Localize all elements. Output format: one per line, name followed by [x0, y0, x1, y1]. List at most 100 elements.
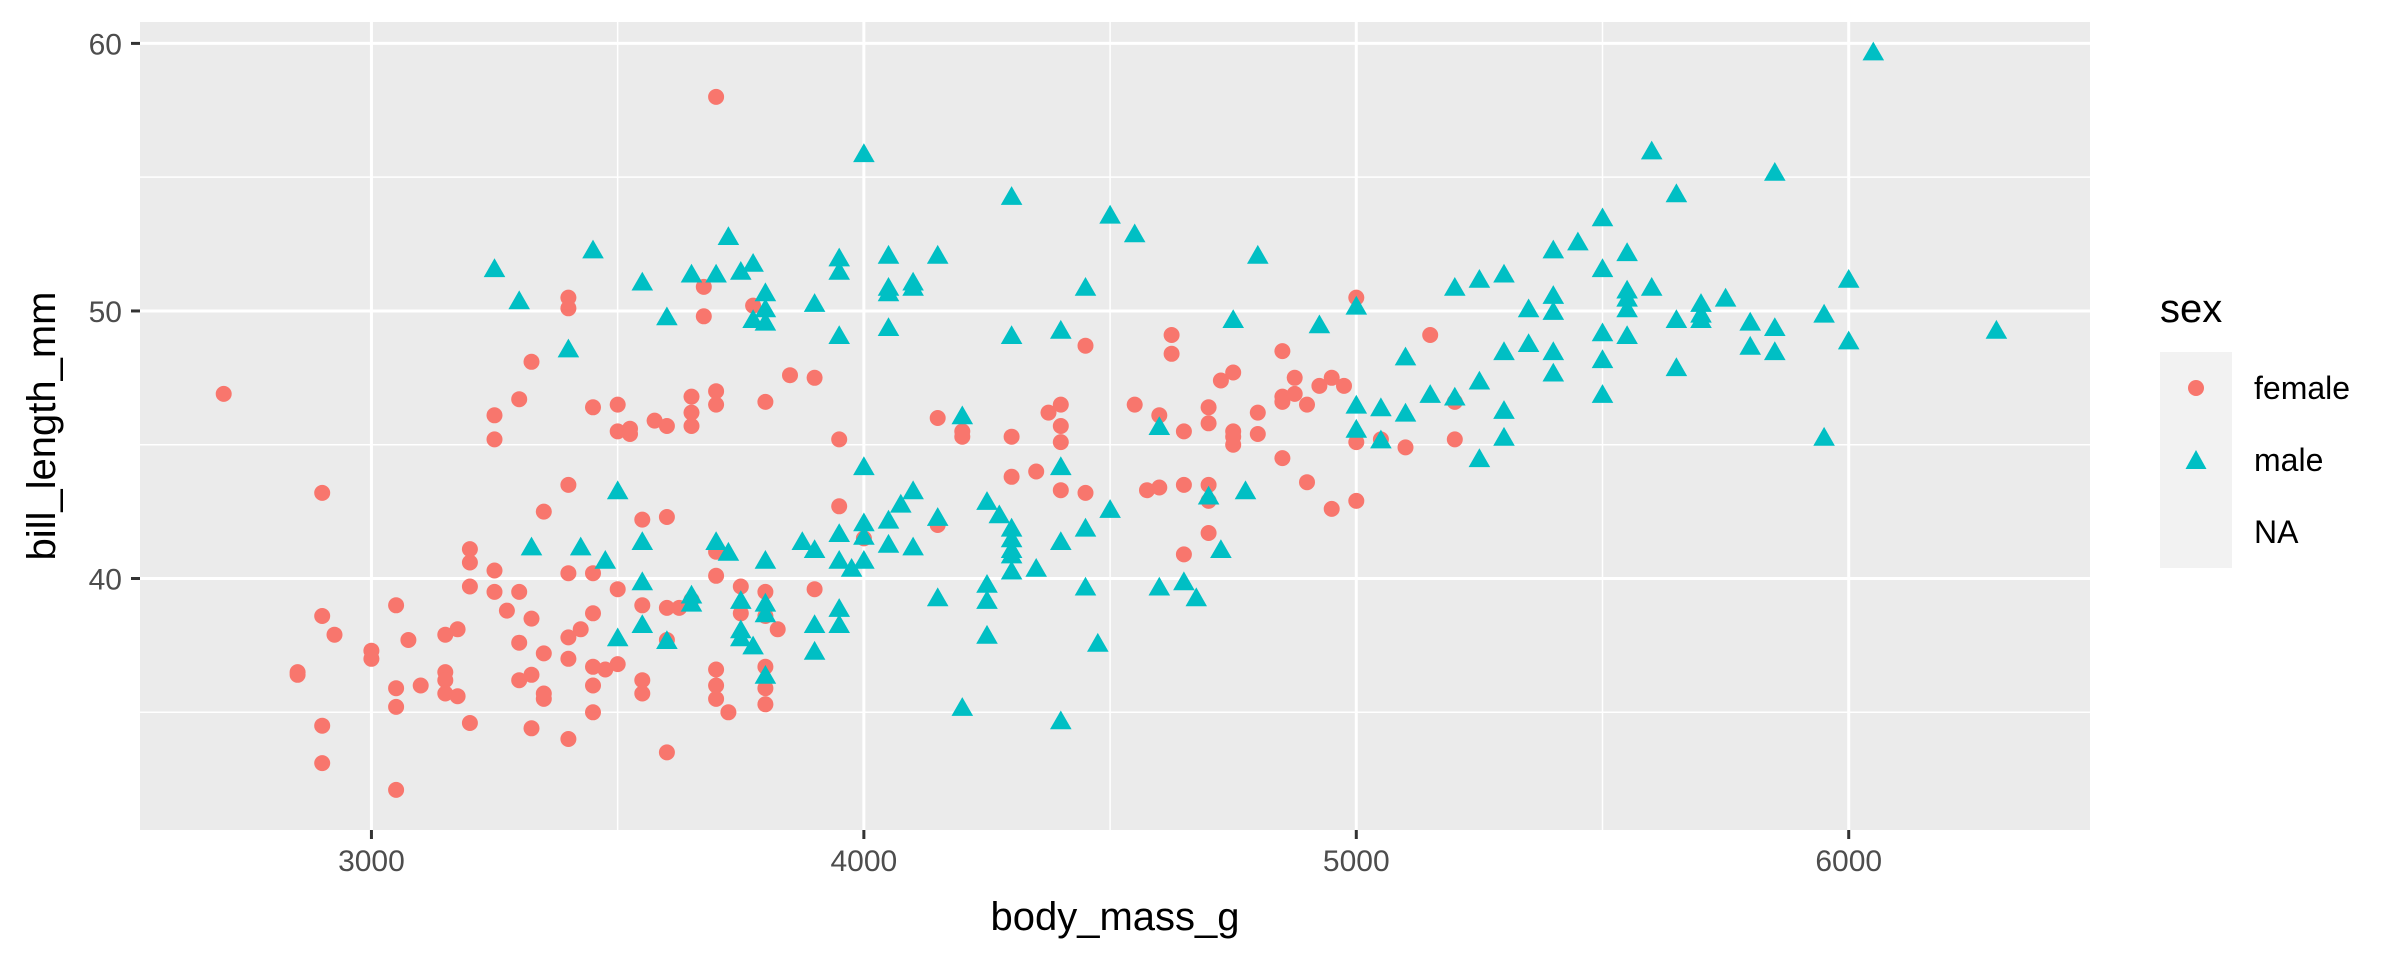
male-point: [1148, 576, 1171, 596]
male-point: [1542, 239, 1565, 259]
male-point: [828, 614, 850, 633]
female-point: [708, 567, 725, 584]
female-point: [449, 621, 466, 638]
male-point: [594, 550, 617, 569]
male-point: [705, 263, 727, 283]
female-point: [695, 278, 712, 295]
male-point: [1542, 285, 1565, 304]
female-point: [1003, 468, 1020, 485]
male-point: [1813, 303, 1835, 323]
female-point: [597, 661, 614, 678]
male-point: [840, 558, 863, 577]
female-point: [769, 621, 786, 638]
female-point: [806, 581, 823, 598]
male-point: [754, 298, 777, 318]
female-point: [732, 605, 749, 622]
male-point: [877, 509, 900, 529]
male-point: [1148, 416, 1171, 435]
female-point: [449, 688, 466, 705]
female-point: [1163, 327, 1180, 343]
male-point: [631, 531, 654, 550]
male-point: [1517, 333, 1540, 352]
y-tick-label: 50: [89, 296, 122, 329]
y-axis-title: bill_length_mm: [20, 291, 64, 560]
female-point: [1286, 369, 1303, 386]
female-point: [609, 396, 626, 413]
male-point: [1050, 710, 1072, 730]
male-point: [853, 143, 875, 163]
male-point: [730, 590, 752, 609]
x-tick-label: 5000: [1323, 845, 1390, 878]
female-point: [757, 680, 774, 697]
female-point: [523, 610, 540, 627]
legend-label-na: NA: [2254, 514, 2299, 550]
legend-title: sex: [2160, 287, 2222, 331]
female-point: [388, 781, 405, 798]
female-point: [1077, 484, 1094, 501]
male-point: [1444, 386, 1466, 406]
male-point: [1000, 517, 1023, 537]
male-point: [606, 627, 629, 647]
male-point: [1591, 349, 1614, 369]
male-point: [1739, 311, 1761, 331]
male-point: [1000, 544, 1023, 564]
female-point: [461, 715, 478, 731]
male-point: [1000, 560, 1023, 580]
female-point: [1212, 372, 1229, 389]
male-point: [1123, 223, 1146, 243]
female-point: [757, 393, 774, 410]
male-point: [754, 603, 777, 623]
male-point: [1985, 319, 2008, 339]
female-point: [1175, 423, 1192, 440]
male-point: [1468, 269, 1491, 288]
female-point: [535, 645, 552, 662]
male-point: [742, 253, 764, 272]
female-point: [671, 599, 688, 616]
male-point: [877, 244, 900, 264]
female-point: [634, 672, 651, 689]
male-point: [1542, 362, 1565, 382]
male-point: [853, 512, 875, 532]
female-point: [560, 300, 577, 317]
male-point: [1665, 357, 1688, 377]
male-point: [656, 306, 678, 326]
male-point: [926, 587, 949, 607]
male-point: [1394, 402, 1417, 422]
male-point: [1493, 426, 1515, 446]
female-point: [1274, 450, 1291, 467]
female-point: [1200, 525, 1217, 541]
female-point: [412, 677, 429, 694]
male-point: [730, 627, 752, 647]
female-point: [683, 388, 700, 405]
female-point: [1299, 474, 1315, 491]
female-point: [1163, 345, 1180, 362]
male-point: [1493, 263, 1515, 283]
female-point: [1311, 377, 1328, 394]
male-point: [803, 640, 826, 660]
male-point: [1000, 186, 1023, 205]
male-point: [828, 523, 850, 542]
female-point: [683, 418, 700, 434]
female-point: [1274, 393, 1291, 410]
female-point: [511, 672, 528, 689]
plot-panel: [140, 22, 2090, 830]
female-points: [215, 88, 1463, 798]
male-point: [803, 614, 826, 633]
male-point: [828, 261, 850, 280]
male-point: [557, 338, 580, 358]
legend-label-female: female: [2254, 370, 2350, 406]
male-point: [754, 282, 777, 302]
male-point: [1591, 207, 1614, 227]
male-point: [631, 571, 654, 591]
female-point: [388, 698, 405, 715]
female-point: [609, 423, 626, 440]
female-point: [572, 621, 589, 638]
male-point: [1050, 319, 1072, 339]
male-point: [742, 635, 764, 655]
minor-gridlines: [140, 22, 2090, 830]
x-axis-title: body_mass_g: [990, 895, 1239, 939]
x-axis: 3000 4000 5000 6000: [338, 830, 1882, 878]
female-point: [1446, 431, 1463, 448]
female-point: [560, 650, 577, 667]
female-point: [388, 597, 405, 614]
